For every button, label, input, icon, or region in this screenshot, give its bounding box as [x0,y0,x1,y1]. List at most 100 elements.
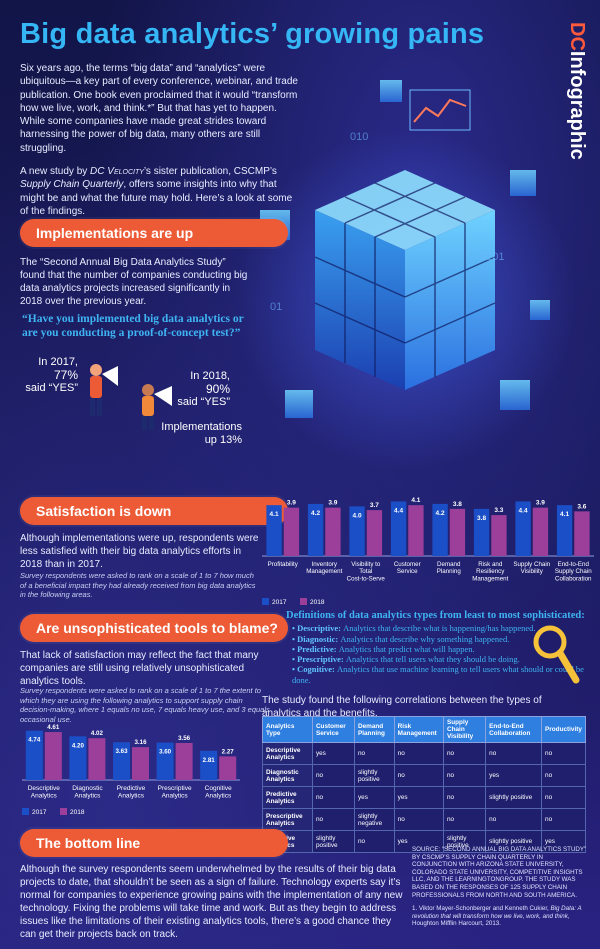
data-label: 3.8 [477,515,486,522]
table-header-cell: Demand Planning [353,716,395,743]
x-tick-label: Cost-to-Serve [347,575,386,582]
data-label: 4.1 [270,511,279,518]
definition-term: • Prescriptive: [292,654,346,665]
data-label: 3.6 [577,503,586,510]
stat-2017: In 2017, 77% said “YES” [18,356,78,395]
x-tick-label: Descriptive [28,785,61,792]
data-label: 3.9 [328,500,337,507]
table-cell: no [541,764,586,787]
footnote: 1. Viktor Mayer-Schonberger and Kenneth … [412,905,588,928]
data-label: 4.74 [28,737,41,744]
stat-2018-label: In 2018, [190,370,230,382]
data-label: 3.8 [453,501,462,508]
brand-dc: DC [566,22,588,51]
bar-2018 [44,732,62,780]
x-tick-label: Analytics [205,793,232,800]
implementations-increase: Implementations up 13% [150,421,242,447]
table-cell: yes [353,786,395,809]
data-label: 4.20 [72,742,85,749]
data-label: 4.0 [353,512,362,519]
intro: Six years ago, the terms “big data” and … [20,62,302,218]
table-cell: slightly positive [442,830,487,853]
stat-2018-answer: said “YES” [177,396,230,408]
table-cell: no [485,808,543,831]
intro-paragraph-2: A new study by DC Velocity’s sister publ… [20,165,302,218]
data-label: 4.2 [311,510,320,517]
definition-term: • Diagnostic: [292,633,341,644]
legend-swatch-2018 [60,808,67,815]
table-cell: no [311,764,355,787]
x-tick-label: Diagnostic [72,785,103,792]
x-tick-label: Visibility to [351,561,381,568]
svg-text:01: 01 [270,301,282,313]
legend-label: 2017 [32,809,47,816]
table-cell: no [442,786,487,809]
legend-label: 2018 [310,599,325,606]
footnote-book-title: Big Data: A revolution that will transfo… [412,905,582,920]
table-cell: no [485,742,543,765]
bar-2018 [532,507,549,556]
x-tick-label: Management [306,568,342,575]
magnifier-icon [533,625,580,684]
x-tick-label: End-to-End [558,561,590,568]
table-cell: slightly positive [311,830,355,853]
definition-desc: Analytics that describe why something ha… [340,633,510,644]
stat-2017-label: In 2017, [38,356,78,368]
source-text: SOURCE: “SECOND ANNUAL BIG DATA ANALYTIC… [412,846,587,899]
table-cell: no [541,786,586,809]
legend-label: 2017 [272,599,287,606]
intro-publication: DC Velocity [90,166,144,178]
tools-text: That lack of satisfaction may reflect th… [20,650,259,687]
satisfaction-chart: 4.13.9Profitability4.23.9InventoryManage… [262,497,594,606]
table-cell: no [442,742,487,765]
table-row-header: Prescriptive Analytics [262,808,313,831]
x-tick-label: Resiliency [476,568,505,575]
correlation-intro: The study found the following correlatio… [262,695,542,719]
table-cell: no [442,808,487,831]
table-cell: yes [541,830,586,853]
x-tick-label: Customer [394,561,421,568]
bar-2017 [200,750,218,780]
person-2017-icon [90,364,118,416]
table-cell: no [311,808,355,831]
data-label: 4.4 [519,507,528,514]
table-row-header: Descriptive Analytics [262,742,313,765]
bottom-line-text: Although the survey respondents seem und… [20,864,403,940]
definitions: Definitions of data analytics types from… [286,610,586,685]
x-tick-label: Supply Chain [513,561,550,568]
table-cell: no [393,808,444,831]
table-cell: no [393,764,444,787]
table-cell: no [311,786,355,809]
legend-label: 2018 [70,809,85,816]
data-label: 4.2 [436,510,445,517]
table-header-cell: Risk Management [393,716,444,743]
footnote-text: Houghton Mifflin Harcourt, 2013. [412,920,501,928]
person-2018-icon [142,384,172,430]
definition-desc: Analytics that describe what is happenin… [343,623,536,634]
definition-item: • Cognitive: Analytics that use machine … [286,664,586,685]
bar-2017 [307,503,324,556]
bar-2018 [283,507,300,556]
table-cell: slightly negative [353,808,395,831]
bar-2018 [325,507,341,556]
increase-label: Implementations [161,421,242,433]
table-row: Prescriptive Analytics no slightly negativ… [262,808,586,831]
data-label: 3.9 [287,500,296,507]
bar-2018 [132,747,150,780]
intro-text: ’s sister publication, CSCMP’s [143,166,277,178]
correlation-table: Analytics Type Customer Service Demand Pla… [262,716,586,853]
implementations-text: The “Second Annual Big Data Analytics St… [20,257,248,307]
table-cell: no [541,742,586,765]
table-cell: no [353,742,395,765]
table-row: Predictive Analytics no yes yes no slightly p… [262,786,586,809]
intro-text: A new study by [20,166,91,178]
x-tick-label: Risk and [478,561,503,568]
definition-term: • Predictive: [292,643,339,654]
stat-2017-answer: said “YES” [25,382,78,394]
table-cell: yes [393,786,444,809]
data-label: 4.02 [91,730,104,737]
section-heading-tools: Are unsophisticated tools to blame? [20,614,288,642]
legend-swatch-2017 [262,598,269,605]
definition-item: • Descriptive: Analytics that describe w… [286,623,586,633]
x-tick-label: Management [472,575,508,582]
